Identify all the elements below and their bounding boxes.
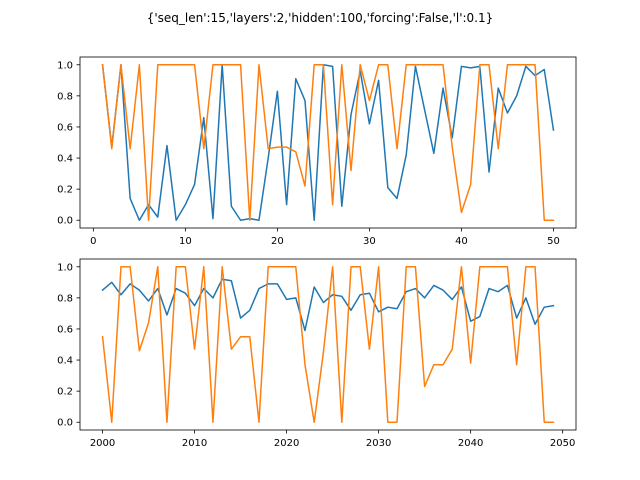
subplot-2-x-tick-label: 2040	[458, 438, 483, 449]
subplot-2-y-tick-label: 0.2	[57, 387, 73, 398]
subplot-1-x-tick-label: 50	[547, 236, 560, 247]
subplot-2-series-1-line	[101, 278, 555, 332]
subplot-2-y-tick-label: 0.4	[57, 356, 73, 367]
subplot-1: 0 10 20 30 40 50 0.0 0.2 0.4 0.6 0.8 1.0	[57, 56, 577, 247]
subplot-1-series-1-line	[101, 63, 555, 221]
figure-title: {'seq_len':15,'layers':2,'hidden':100,'f…	[147, 11, 494, 25]
subplot-2-y-tick-label: 0.8	[57, 293, 73, 304]
subplot-2: 2000 2010 2020 2030 2040 2050 0.0 0.2 0.4 0.6 0.8 1…	[57, 258, 577, 449]
subplot-1-series-2-line	[101, 63, 555, 221]
subplot-2-y-tick-label: 0.0	[57, 418, 73, 429]
subplot-1-x-tick-label: 30	[363, 236, 376, 247]
subplot-1-y-tick-label: 0.2	[57, 185, 73, 196]
subplot-2-x-tick-label: 2050	[550, 438, 575, 449]
subplot-1-x-tick-label: 40	[455, 236, 468, 247]
subplot-2-x-tick-label: 2030	[366, 438, 391, 449]
subplot-2-series-2-line	[101, 266, 555, 423]
subplot-1-y-tick-label: 0.4	[57, 154, 73, 165]
subplot-1-x-tick-label: 0	[90, 236, 96, 247]
subplot-1-x-tick-label: 20	[271, 236, 284, 247]
subplot-2-y-tick-label: 1.0	[57, 262, 73, 273]
subplot-2-x-tick-label: 2020	[274, 438, 299, 449]
subplot-1-y-tick-label: 0.0	[57, 216, 73, 227]
subplot-1-frame	[79, 56, 577, 229]
subplot-1-y-tick-label: 1.0	[57, 60, 73, 71]
subplot-1-x-tick-label: 10	[179, 236, 192, 247]
subplot-1-y-tick-label: 0.6	[57, 122, 73, 133]
subplot-2-x-tick-label: 2000	[90, 438, 115, 449]
subplot-2-x-tick-label: 2010	[182, 438, 207, 449]
subplot-2-frame	[79, 258, 577, 431]
subplot-2-y-tick-label: 0.6	[57, 324, 73, 335]
subplot-1-y-tick-label: 0.8	[57, 91, 73, 102]
